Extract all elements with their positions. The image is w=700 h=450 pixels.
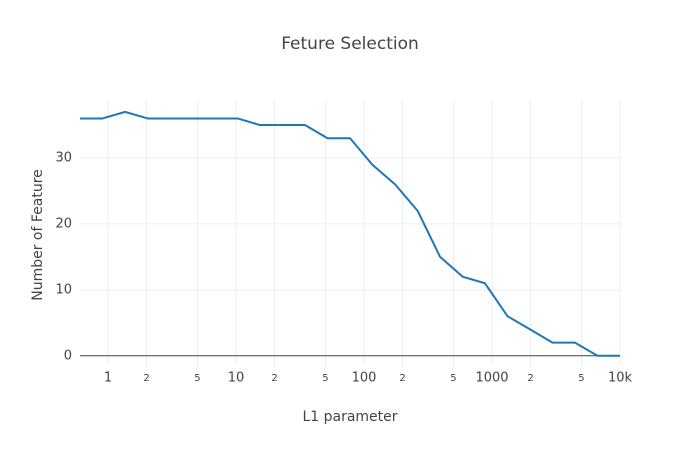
x-axis-title: L1 parameter <box>302 409 397 425</box>
y-tick-label: 10 <box>55 282 72 297</box>
x-tick-label: 10 <box>228 371 245 386</box>
x-tick-label: 5 <box>322 373 328 384</box>
chart-title: Feture Selection <box>281 34 419 54</box>
y-tick-label: 30 <box>55 151 72 166</box>
x-tick-label: 5 <box>194 373 200 384</box>
x-tick-label: 1000 <box>475 371 508 386</box>
x-tick-label: 100 <box>352 371 377 386</box>
y-tick-label: 0 <box>64 348 72 363</box>
x-tick-label: 2 <box>527 373 533 384</box>
y-tick-label: 20 <box>55 216 72 231</box>
x-tick-label: 1 <box>104 371 112 386</box>
x-tick-label: 5 <box>450 373 456 384</box>
y-axis-title: Number of Feature <box>30 169 46 301</box>
x-tick-label: 10k <box>608 371 633 386</box>
line <box>80 110 620 357</box>
x-tick-label: 2 <box>399 373 405 384</box>
x-tick-label: 2 <box>271 373 277 384</box>
x-tick-label: 5 <box>578 373 584 384</box>
x-tick-label: 2 <box>143 373 149 384</box>
